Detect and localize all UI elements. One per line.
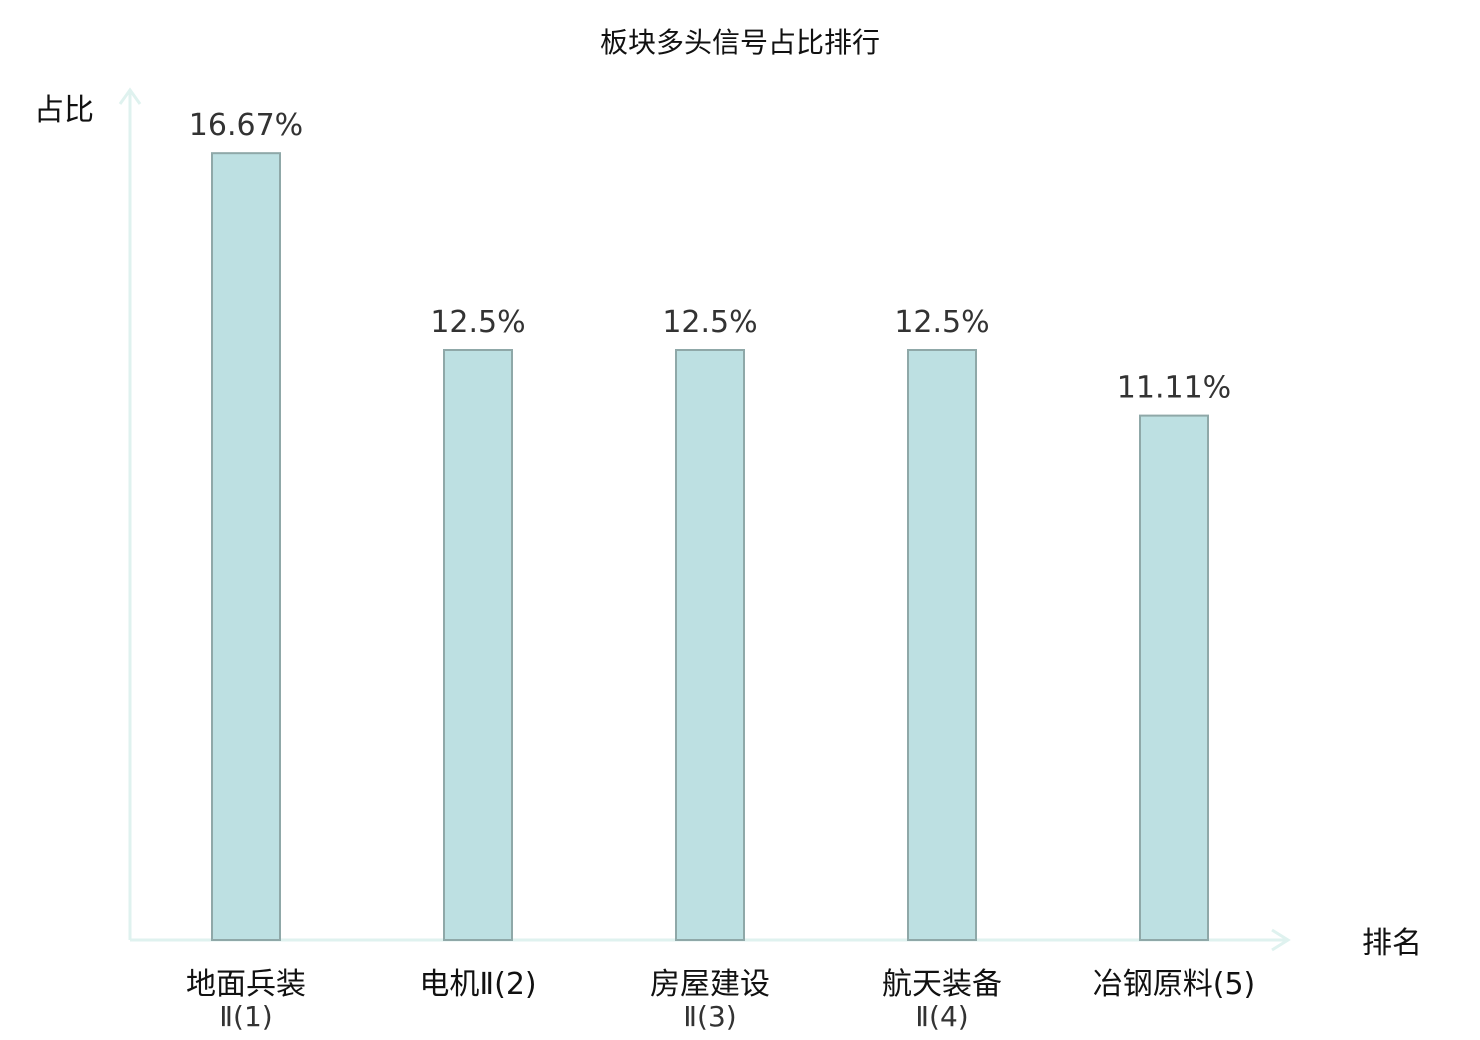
category-label-4: 航天装备 [882,967,1002,1002]
y-axis-arrow [118,87,142,105]
value-label-1: 16.67% [189,108,303,143]
category-sublabel-3: Ⅱ(3) [683,1000,736,1033]
category-sublabel-1: Ⅱ(1) [219,1000,272,1033]
value-label-2: 12.5% [430,305,525,340]
bar-4 [907,349,977,941]
bar-5 [1139,414,1209,942]
chart-title: 板块多头信号占比排行 [600,26,880,59]
bar-2 [443,349,513,941]
category-label-5: 冶钢原料(5) [1093,967,1256,1002]
value-label-3: 12.5% [662,305,757,340]
y-axis-label: 占比 [34,93,94,128]
value-label-4: 12.5% [894,305,989,340]
category-sublabel-4: Ⅱ(4) [915,1000,968,1033]
category-label-1: 地面兵装 [186,967,306,1002]
category-label-3: 房屋建设 [650,967,770,1002]
bar-3 [675,349,745,941]
value-label-5: 11.11% [1117,371,1231,406]
x-axis-label: 排名 [1362,926,1422,961]
x-axis-arrow [1271,928,1291,952]
category-label-2: 电机Ⅱ(2) [419,967,536,1002]
bar-1 [211,152,281,941]
